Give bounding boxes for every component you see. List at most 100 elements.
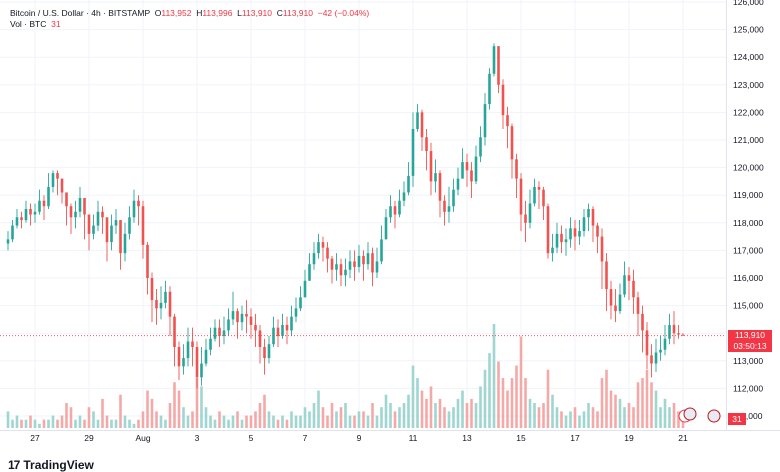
symbol-legend[interactable]: Bitcoin / U.S. Dollar · 4h · BITSTAMP O1… [10, 7, 369, 19]
candle-body [348, 261, 352, 270]
volume-bar [677, 411, 680, 428]
candle-body [200, 363, 203, 378]
candle-body [83, 197, 86, 215]
volume-bar [483, 369, 487, 428]
volume-bar [600, 378, 604, 428]
candle-body [443, 200, 446, 212]
time-tick-label: 7 [303, 433, 308, 443]
candle-body [132, 200, 136, 218]
volume-bar [470, 398, 473, 428]
candle-body [186, 341, 190, 359]
candle-body [641, 313, 644, 331]
price-tick-label: 121,000 [733, 135, 764, 145]
volume-bar [564, 415, 568, 428]
candle-body [29, 209, 32, 215]
volume-bar [128, 419, 131, 428]
candle-body [191, 341, 194, 347]
candle-body [632, 280, 635, 298]
candle-body [173, 316, 176, 347]
candle-body [335, 264, 338, 270]
price-tick-label: 116,000 [733, 273, 763, 283]
open-label: O [154, 8, 162, 18]
volume-bar [510, 378, 514, 428]
time-axis[interactable]: 27 29 Aug 3 5 7 9 11 13 15 17 19 21 [30, 433, 688, 443]
candle-body [519, 178, 523, 215]
volume-bar [416, 378, 419, 428]
price-tick-label: 113,000 [733, 356, 763, 366]
volume-bar [659, 407, 662, 428]
us-flag-icon[interactable] [683, 407, 697, 421]
candle-body [294, 308, 298, 317]
candle-body [249, 316, 253, 325]
volume-bar [222, 415, 226, 428]
tradingview-logo[interactable]: 17 TradingView [8, 458, 94, 472]
candle-body [6, 239, 10, 244]
volume-bar [636, 382, 640, 428]
volume-bar [231, 415, 235, 428]
volume-bar [20, 419, 23, 428]
us-flag-icon[interactable] [707, 409, 721, 423]
volume-bar [362, 411, 365, 428]
volume-bar [528, 398, 532, 428]
volume-bar [240, 419, 244, 428]
candle-body [119, 220, 122, 254]
volume-legend[interactable]: Vol · BTC 31 [10, 19, 61, 29]
volume-bar [258, 403, 262, 428]
volume-bar [227, 419, 230, 428]
candle-body [447, 206, 451, 212]
candle-body [609, 289, 613, 306]
candle-body [515, 159, 518, 179]
candle-body [299, 297, 302, 309]
volume-bar [326, 415, 329, 428]
candle-body [402, 192, 406, 201]
time-tick-label: 13 [462, 433, 472, 443]
time-tick-label: 3 [195, 433, 200, 443]
candle-body [411, 128, 415, 176]
candle-body [209, 338, 212, 350]
candle-body [663, 338, 667, 350]
price-tick-label: 126,000 [733, 0, 764, 7]
volume-bar [380, 407, 383, 428]
volume-bar [29, 415, 32, 428]
candle-body [569, 228, 572, 240]
volume-bar [200, 386, 203, 428]
candle-body [254, 324, 257, 331]
volume-bar [312, 403, 316, 428]
volume-bar [92, 411, 95, 428]
candle-body [551, 247, 554, 254]
candle-body [281, 324, 284, 336]
volume-bar [276, 419, 280, 428]
last-price-value: 113,910 [734, 329, 766, 340]
candle-body [263, 347, 266, 359]
volume-bar [609, 390, 613, 428]
price-tick-label: 123,000 [733, 80, 764, 90]
volume-bar [366, 415, 370, 428]
candle-body [177, 347, 181, 367]
candle-body [573, 228, 577, 237]
volume-bar [402, 403, 406, 428]
candle-body [465, 162, 469, 171]
volume-bar [263, 394, 266, 428]
volume-bar [443, 407, 446, 428]
volume-bar [582, 411, 586, 428]
candle-body [65, 192, 68, 207]
volume-bar [272, 415, 275, 428]
candle-body [470, 170, 473, 182]
candle-body [600, 236, 604, 262]
volume-bar [254, 411, 257, 428]
event-markers[interactable] [678, 407, 721, 423]
price-tick-label: 117,000 [733, 245, 763, 255]
volume-bar [632, 407, 635, 428]
candle-body [654, 352, 658, 364]
price-axis[interactable]: 111,000112,000113,000114,000115,000116,0… [733, 0, 764, 421]
volume-bar [69, 407, 73, 428]
volume-bar [83, 419, 86, 428]
candle-body [659, 349, 662, 353]
high-label: H [196, 8, 203, 18]
candle-body [578, 231, 581, 237]
volume-bar [447, 411, 451, 428]
candle-body [587, 209, 590, 218]
volume-bar [290, 411, 293, 428]
candle-body [452, 189, 455, 207]
